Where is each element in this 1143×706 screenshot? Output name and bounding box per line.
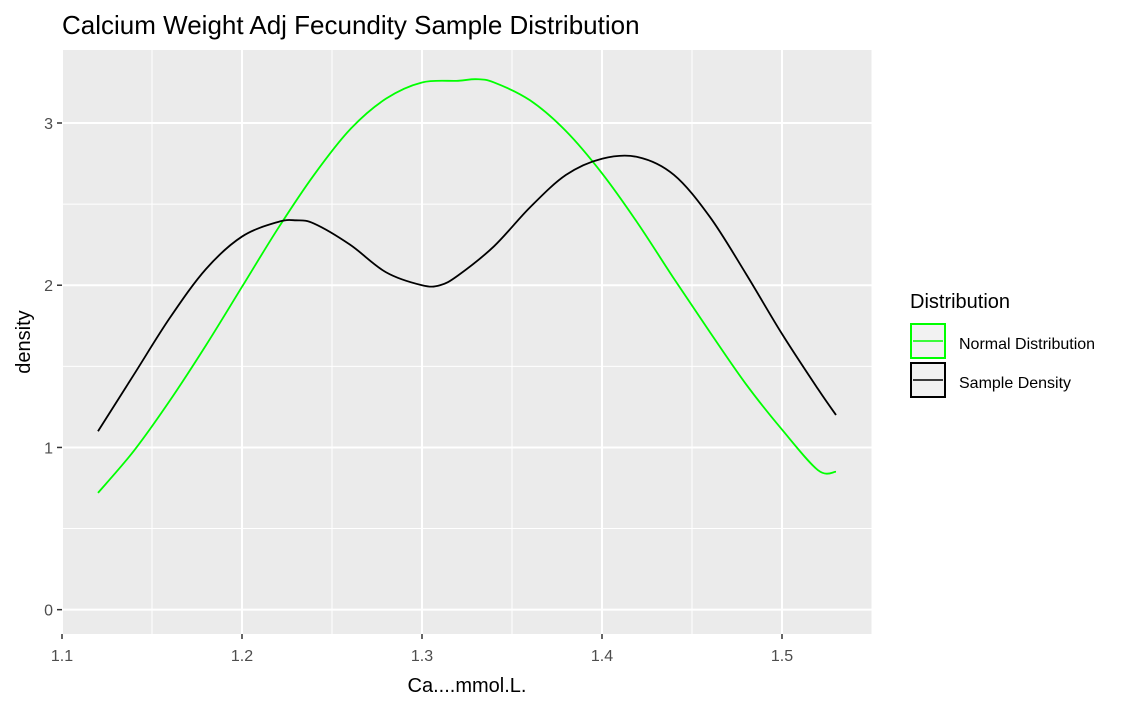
x-tick-label-4: 1.5 — [771, 648, 793, 665]
legend-label-normal-distribution: Normal Distribution — [959, 336, 1095, 353]
x-axis: 1.1 1.2 1.3 1.4 1.5 — [51, 634, 793, 665]
legend: Distribution Normal Distribution Sample … — [910, 291, 1095, 398]
legend-title: Distribution — [910, 291, 1010, 313]
y-axis-title: density — [13, 310, 35, 373]
y-tick-label-3: 3 — [44, 116, 53, 133]
y-axis: 0 1 2 3 — [44, 116, 62, 620]
legend-item-sample-density: Sample Density — [910, 362, 1071, 398]
x-axis-title: Ca....mmol.L. — [408, 675, 527, 697]
legend-item-normal-distribution: Normal Distribution — [910, 323, 1095, 359]
x-tick-label-2: 1.3 — [411, 648, 433, 665]
y-tick-label-2: 2 — [44, 278, 53, 295]
x-tick-label-3: 1.4 — [591, 648, 613, 665]
y-tick-label-1: 1 — [44, 440, 53, 457]
minor-gridlines — [62, 50, 873, 634]
series-lines — [97, 78, 837, 494]
legend-label-sample-density: Sample Density — [959, 375, 1071, 392]
y-tick-label-0: 0 — [44, 603, 53, 620]
plot-panel — [62, 50, 872, 634]
series-line-normal-distribution — [97, 78, 837, 494]
series-line-sample-density — [97, 154, 837, 432]
x-tick-label-0: 1.1 — [51, 648, 73, 665]
x-tick-label-1: 1.2 — [231, 648, 253, 665]
major-gridlines — [61, 50, 872, 634]
chart-title: Calcium Weight Adj Fecundity Sample Dist… — [62, 10, 640, 40]
